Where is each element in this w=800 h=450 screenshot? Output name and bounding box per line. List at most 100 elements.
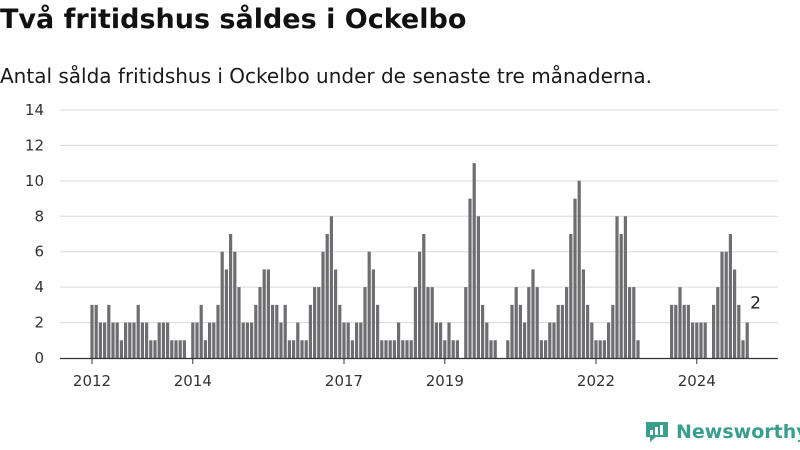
bar [686, 304, 690, 358]
bar [569, 234, 573, 358]
bar [514, 287, 518, 358]
bar [464, 287, 468, 358]
bar [283, 304, 287, 358]
bar [619, 234, 623, 358]
bar [552, 322, 556, 358]
bar [195, 322, 199, 358]
bar [682, 304, 686, 358]
bar [409, 340, 413, 358]
bar [203, 340, 207, 358]
bar [216, 304, 220, 358]
bar [447, 322, 451, 358]
bar [724, 251, 728, 358]
bar [342, 322, 346, 358]
x-tick-label: 2024 [678, 372, 716, 390]
bar [224, 269, 228, 358]
bar [363, 287, 367, 358]
bar [426, 287, 430, 358]
bar [161, 322, 165, 358]
bar [334, 269, 338, 358]
y-tick-label: 6 [34, 243, 44, 261]
bar [531, 269, 535, 358]
y-tick-label: 0 [34, 349, 44, 367]
brand-name: Newsworthy [676, 421, 800, 443]
bar [493, 340, 497, 358]
bar [119, 340, 123, 358]
bar [338, 304, 342, 358]
bar [628, 287, 632, 358]
bar [602, 340, 606, 358]
bar [636, 340, 640, 358]
bar [737, 304, 741, 358]
bar [392, 340, 396, 358]
bar [359, 322, 363, 358]
bar [355, 322, 359, 358]
bar [304, 340, 308, 358]
bar [527, 287, 531, 358]
bar [229, 234, 233, 358]
bar [476, 216, 480, 358]
bar [191, 322, 195, 358]
bar [481, 304, 485, 358]
bar [712, 304, 716, 358]
bar [128, 322, 132, 358]
y-tick-label: 4 [34, 278, 44, 296]
bar [434, 322, 438, 358]
bar [145, 322, 149, 358]
bar [132, 322, 136, 358]
bar [455, 340, 459, 358]
bar [518, 304, 522, 358]
bar [136, 304, 140, 358]
bar [329, 216, 333, 358]
bar [674, 304, 678, 358]
bar [611, 304, 615, 358]
bar [728, 234, 732, 358]
y-tick-label: 8 [34, 207, 44, 225]
bar [691, 322, 695, 358]
bar [598, 340, 602, 358]
bar [539, 340, 543, 358]
bar [733, 269, 737, 358]
bar [241, 322, 245, 358]
bar [346, 322, 350, 358]
bar [220, 251, 224, 358]
bar [367, 251, 371, 358]
bar [170, 340, 174, 358]
bar [103, 322, 107, 358]
bar [233, 251, 237, 358]
bar [439, 322, 443, 358]
bar [716, 287, 720, 358]
y-tick-label: 14 [25, 101, 44, 119]
bar [296, 322, 300, 358]
bar [703, 322, 707, 358]
bar [695, 322, 699, 358]
bar [544, 340, 548, 358]
bar [174, 340, 178, 358]
y-tick-label: 2 [34, 314, 44, 332]
bar [506, 340, 510, 358]
x-tick-label: 2014 [174, 372, 212, 390]
bar [413, 287, 417, 358]
bar [237, 287, 241, 358]
bar [300, 340, 304, 358]
y-tick-label: 10 [25, 172, 44, 190]
chart-subtitle: Antal sålda fritidshus i Ockelbo under d… [0, 64, 653, 88]
bar [586, 304, 590, 358]
x-tick-label: 2012 [73, 372, 111, 390]
bar [472, 163, 476, 358]
bar [287, 340, 291, 358]
bar [430, 287, 434, 358]
bar [208, 322, 212, 358]
bar [90, 304, 94, 358]
bar [401, 340, 405, 358]
bar [250, 322, 254, 358]
bar [577, 180, 581, 358]
bar [590, 322, 594, 358]
bar [384, 340, 388, 358]
bar [615, 216, 619, 358]
bar [107, 304, 111, 358]
bar [523, 322, 527, 358]
x-tick-label: 2019 [426, 372, 464, 390]
bar [212, 322, 216, 358]
